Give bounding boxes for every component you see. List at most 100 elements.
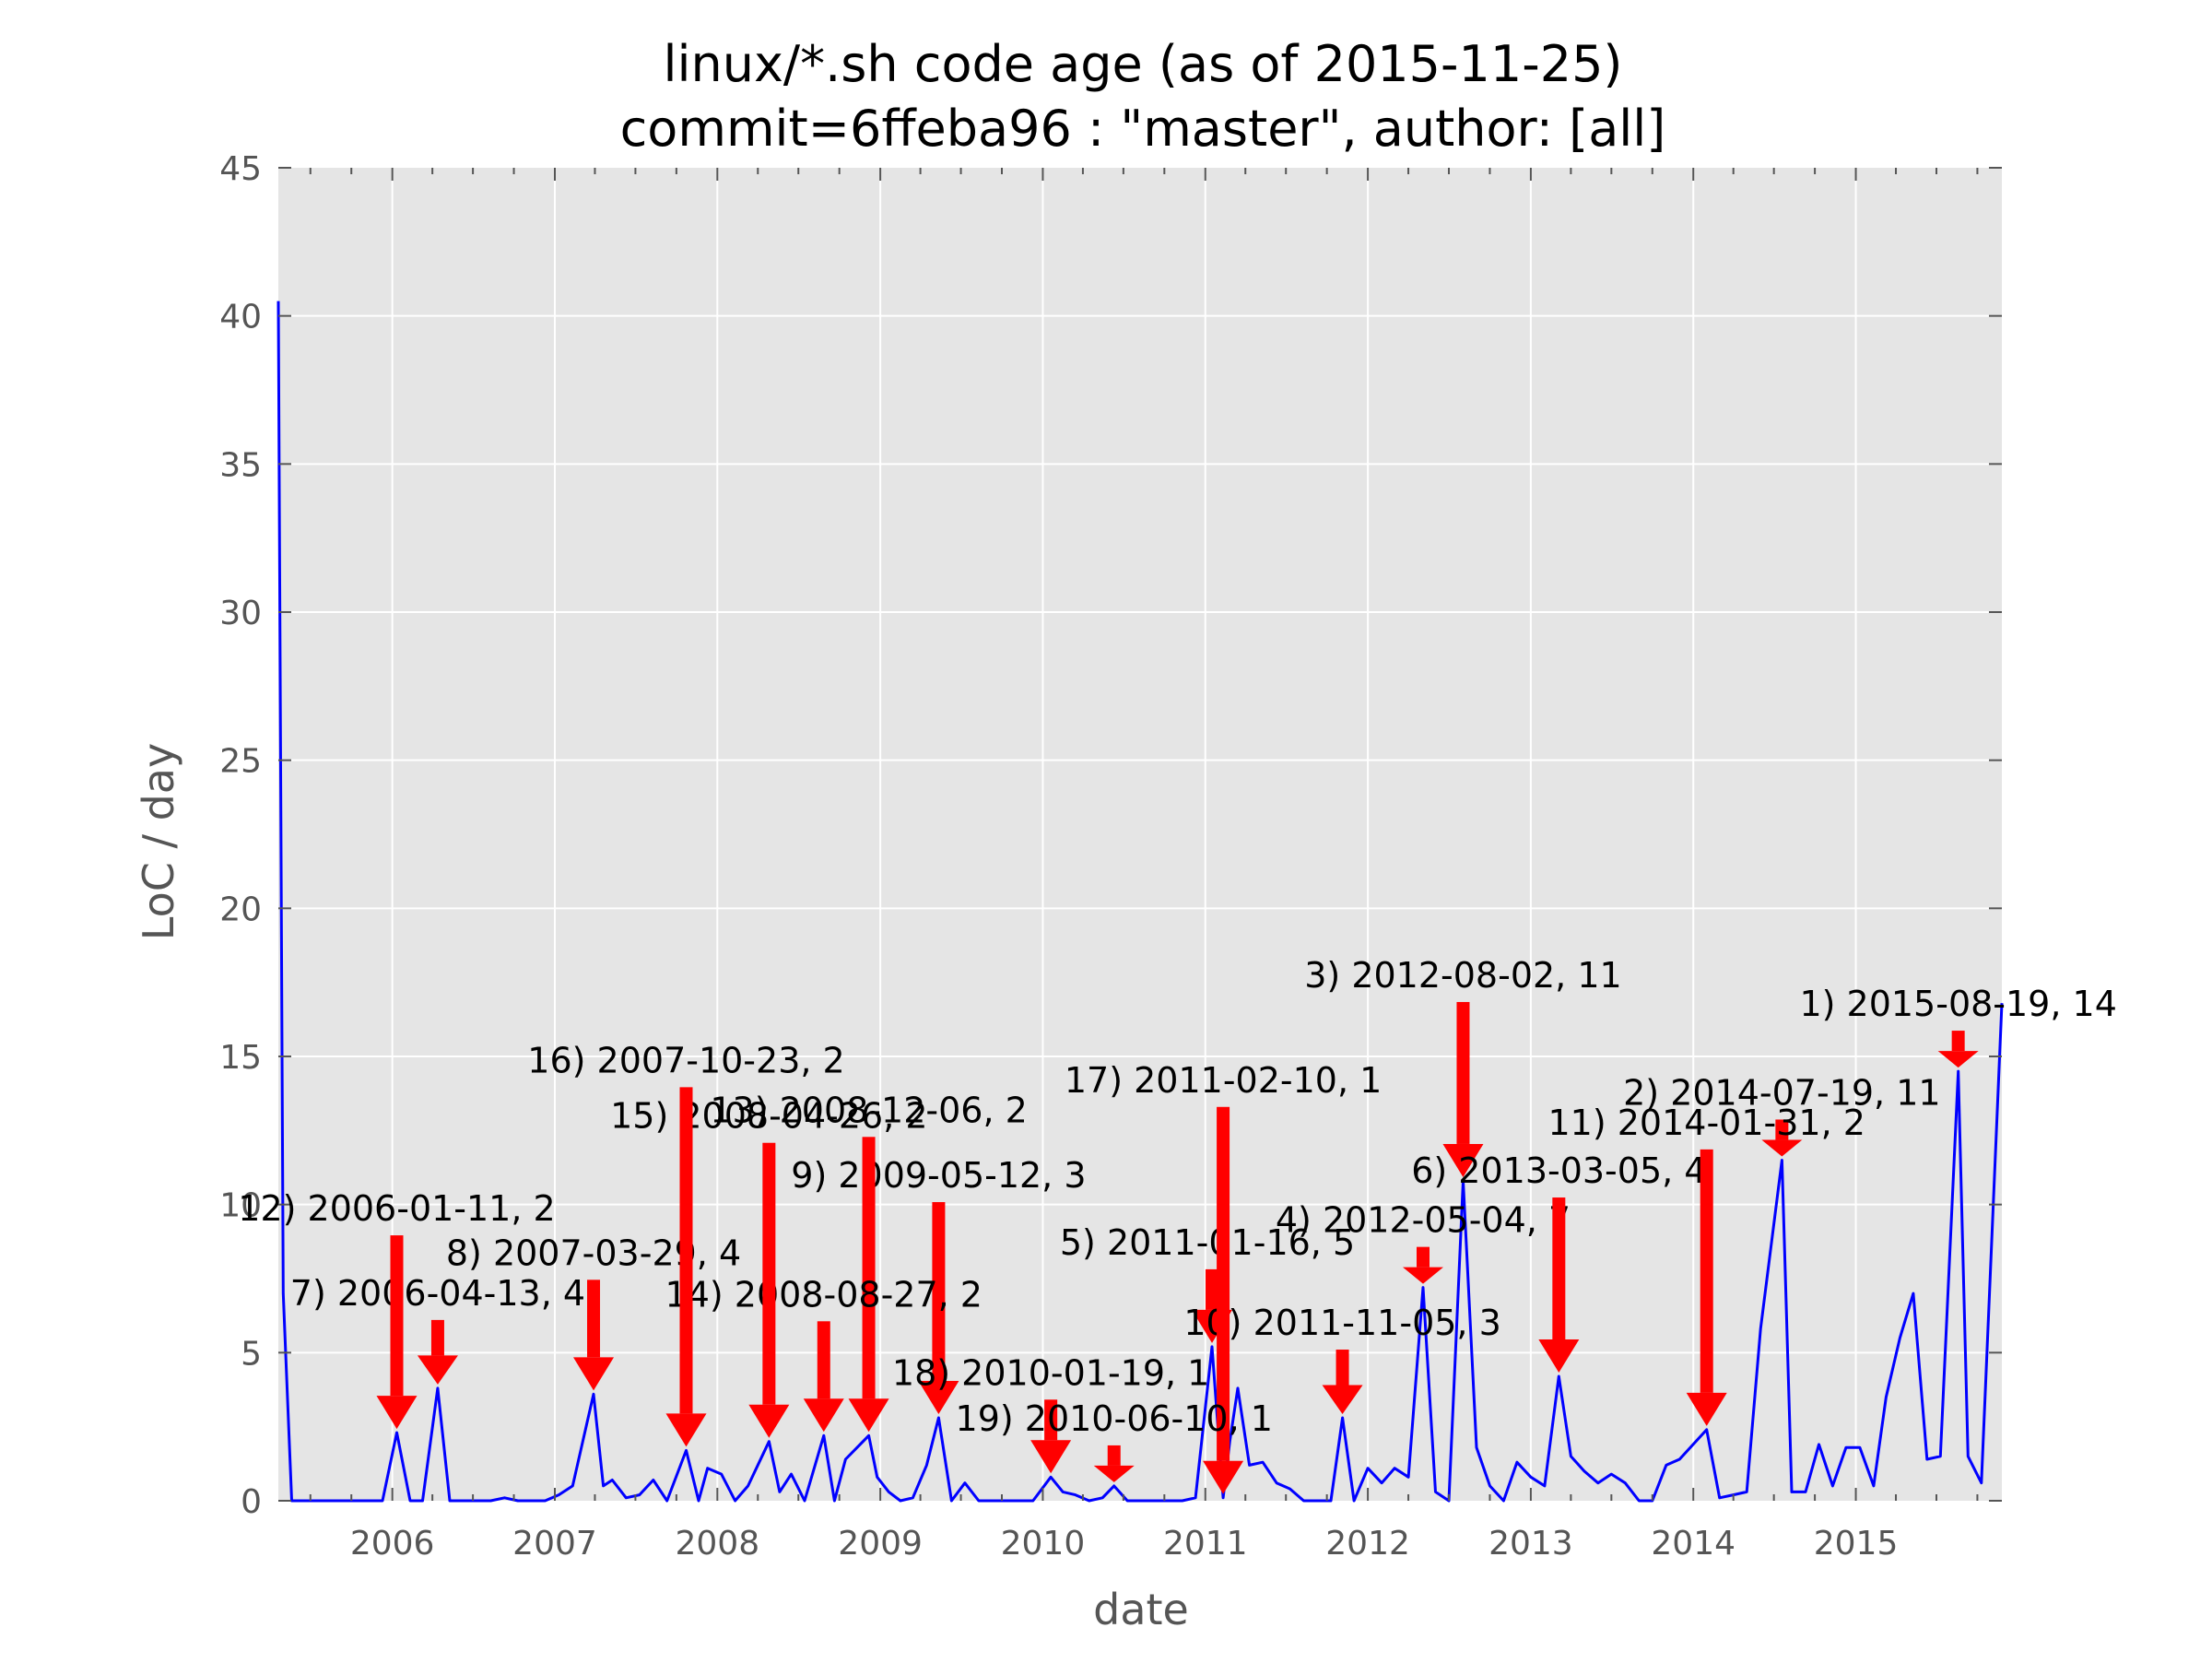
annotation-arrow-shaft <box>1217 1106 1230 1461</box>
annotation-arrow-shaft <box>430 1319 444 1356</box>
annotation-label: 12) 2006-01-11, 2 <box>238 1188 555 1229</box>
annotation-9: 9) 2009-05-12, 3 <box>791 1155 1087 1415</box>
annotation-label: 7) 2006-04-13, 4 <box>290 1273 585 1314</box>
annotation-arrowhead <box>1322 1385 1363 1415</box>
annotation-arrow-shaft <box>762 1142 776 1405</box>
annotation-arrowhead <box>1402 1267 1443 1284</box>
y-tick-label: 30 <box>219 595 262 632</box>
annotation-arrow-shaft <box>817 1321 830 1399</box>
annotation-arrow-shaft <box>1951 1031 1965 1052</box>
y-tick-label: 0 <box>241 1483 262 1521</box>
annotation-arrow-shaft <box>1456 1001 1470 1144</box>
annotation-5: 5) 2011-01-16, 5 <box>1060 1222 1355 1343</box>
annotation-17: 17) 2011-02-10, 1 <box>1065 1060 1382 1494</box>
annotation-arrow-shaft <box>679 1087 693 1414</box>
x-tick-label: 2006 <box>350 1525 435 1563</box>
annotation-label: 16) 2007-10-23, 2 <box>527 1040 844 1080</box>
annotation-arrow-shaft <box>1775 1119 1789 1140</box>
annotation-arrowhead <box>803 1398 844 1433</box>
annotation-16: 16) 2007-10-23, 2 <box>527 1040 845 1447</box>
annotations: 1) 2015-08-19, 14 2) 2014-07-19, 11 3) 201… <box>238 955 2117 1494</box>
annotation-arrow-shaft <box>1416 1246 1430 1268</box>
annotation-arrow-shaft <box>390 1235 404 1397</box>
chart-subtitle: commit=6ffeba96 : "master", author: [all… <box>620 100 1666 158</box>
y-tick-label: 40 <box>219 299 262 336</box>
annotation-label: 3) 2012-08-02, 11 <box>1304 955 1621 996</box>
annotation-arrowhead <box>665 1413 707 1447</box>
annotation-label: 18) 2010-01-19, 1 <box>892 1352 1209 1393</box>
y-tick-label: 45 <box>219 150 262 188</box>
annotation-19: 19) 2010-06-10, 1 <box>956 1398 1273 1482</box>
y-tick-label: 35 <box>219 446 262 484</box>
annotation-1: 1) 2015-08-19, 14 <box>1799 984 2117 1068</box>
annotation-arrowhead <box>848 1398 889 1433</box>
annotation-arrow-shaft <box>1335 1350 1349 1386</box>
y-axis-label: LoC / day <box>134 743 183 940</box>
annotation-2: 2) 2014-07-19, 11 <box>1623 1072 1941 1157</box>
annotation-arrowhead <box>1093 1465 1135 1482</box>
x-tick-label: 2009 <box>838 1525 923 1563</box>
plot-background <box>278 168 2002 1501</box>
annotation-13: 13) 2008-12-06, 2 <box>710 1090 1028 1433</box>
annotation-label: 15) 2008-04-26, 2 <box>610 1096 927 1137</box>
annotation-arrowhead <box>918 1381 959 1415</box>
annotation-7: 7) 2006-04-13, 4 <box>290 1273 585 1385</box>
x-tick-label: 2007 <box>512 1525 597 1563</box>
annotation-arrow-shaft <box>1107 1445 1121 1466</box>
annotation-label: 5) 2011-01-16, 5 <box>1060 1222 1355 1263</box>
annotation-label: 19) 2010-06-10, 1 <box>956 1398 1273 1439</box>
x-axis-label: date <box>1093 1585 1189 1634</box>
annotation-12: 12) 2006-01-11, 2 <box>238 1188 556 1430</box>
x-tick-label: 2008 <box>676 1525 760 1563</box>
annotation-10: 10) 2011-11-05, 3 <box>1183 1303 1501 1415</box>
annotation-arrow-shaft <box>1044 1399 1058 1441</box>
annotation-arrowhead <box>376 1396 418 1430</box>
annotation-14: 14) 2008-08-27, 2 <box>665 1274 982 1433</box>
annotation-label: 2) 2014-07-19, 11 <box>1623 1072 1940 1113</box>
annotation-label: 4) 2012-05-04, 7 <box>1276 1200 1571 1241</box>
annotation-4: 4) 2012-05-04, 7 <box>1276 1200 1571 1284</box>
ticks: 0 5 10 15 20 25 30 35 40 45 2006 2007 2008 2009 2010 20… <box>219 150 2002 1563</box>
x-tick-label: 2010 <box>1001 1525 1086 1563</box>
annotation-arrow-shaft <box>932 1202 946 1382</box>
x-tick-label: 2013 <box>1488 1525 1573 1563</box>
y-tick-label: 5 <box>241 1335 262 1373</box>
annotation-label: 6) 2013-03-05, 4 <box>1411 1150 1706 1191</box>
annotation-15: 15) 2008-04-26, 2 <box>610 1096 928 1438</box>
annotation-label: 17) 2011-02-10, 1 <box>1065 1060 1382 1101</box>
annotation-label: 14) 2008-08-27, 2 <box>665 1274 982 1315</box>
annotation-arrowhead <box>1538 1339 1580 1374</box>
annotation-arrowhead <box>1030 1440 1072 1474</box>
annotation-label: 13) 2008-12-06, 2 <box>710 1090 1027 1130</box>
series-line <box>276 301 2004 1503</box>
y-tick-label: 15 <box>219 1039 262 1077</box>
annotation-arrow-shaft <box>1700 1149 1713 1393</box>
y-tick-label: 20 <box>219 890 262 928</box>
x-tick-label: 2012 <box>1325 1525 1410 1563</box>
y-tick-label: 25 <box>219 743 262 781</box>
annotation-arrowhead <box>1937 1051 1979 1068</box>
annotation-arrow-shaft <box>587 1280 601 1358</box>
chart-title: linux/*.sh code age (as of 2015-11-25) <box>663 35 1622 93</box>
annotation-arrowhead <box>1686 1392 1727 1426</box>
x-tick-label: 2011 <box>1163 1525 1248 1563</box>
annotation-arrowhead <box>417 1355 458 1385</box>
annotation-6: 6) 2013-03-05, 4 <box>1411 1150 1706 1374</box>
y-tick-label: 10 <box>219 1187 262 1225</box>
annotation-arrowhead <box>1203 1460 1244 1494</box>
annotation-label: 9) 2009-05-12, 3 <box>791 1155 1086 1196</box>
annotation-arrowhead <box>573 1357 615 1391</box>
annotation-arrow-shaft <box>1552 1197 1566 1340</box>
annotation-3: 3) 2012-08-02, 11 <box>1304 955 1622 1177</box>
x-tick-label: 2015 <box>1814 1525 1899 1563</box>
x-tick-label: 2014 <box>1651 1525 1735 1563</box>
annotation-label: 10) 2011-11-05, 3 <box>1183 1303 1500 1343</box>
annotation-11: 11) 2014-01-31, 2 <box>1547 1103 1865 1426</box>
annotation-arrowhead <box>748 1404 790 1438</box>
annotation-arrowhead <box>1761 1139 1803 1157</box>
annotation-arrowhead <box>1442 1143 1484 1177</box>
annotation-label: 8) 2007-03-29, 4 <box>446 1233 741 1273</box>
annotation-label: 11) 2014-01-31, 2 <box>1547 1103 1865 1143</box>
